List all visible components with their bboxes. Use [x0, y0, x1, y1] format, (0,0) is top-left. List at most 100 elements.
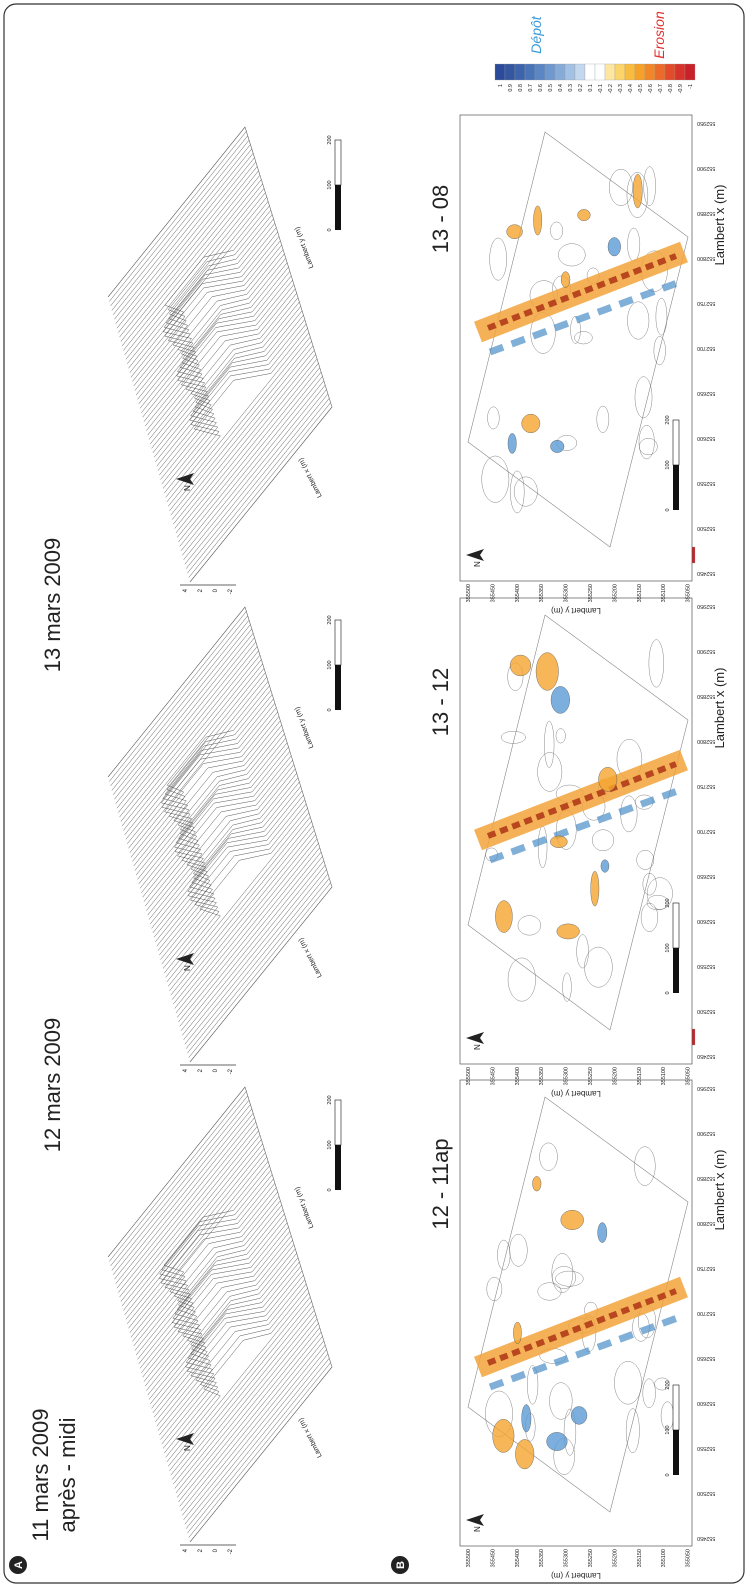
surface-title: 12 mars 2009: [40, 1018, 65, 1153]
surface-line: [175, 358, 318, 534]
y-tick-label: 355200: [612, 584, 618, 602]
colorbar-tick-label: -1: [688, 84, 694, 89]
surface-line: [139, 236, 280, 409]
surface-line: [127, 1152, 266, 1324]
x-tick-label: 552900: [697, 648, 715, 654]
surface-line: [171, 825, 314, 1000]
surface-line: [133, 1174, 273, 1347]
contour: [486, 1276, 503, 1302]
x-tick-label: 552750: [697, 1265, 715, 1271]
surface-line: [147, 1222, 288, 1396]
surface-line: [141, 1200, 281, 1373]
colorbar-tick-label: 1: [498, 84, 504, 87]
surface-line: [179, 1331, 322, 1507]
x-tick-label: 552750: [697, 783, 715, 789]
scale-bar-label: 100: [327, 660, 333, 669]
surface-line: [180, 1336, 323, 1511]
y-axis-label: Lambert y (m): [551, 1571, 601, 1580]
x-tick-label: 552900: [697, 165, 715, 171]
surface-line: [146, 738, 286, 911]
surface-line: [182, 1340, 325, 1516]
scale-bar-label: 200: [665, 1380, 671, 1389]
colorbar-tick-label: 0.2: [578, 84, 584, 92]
north-label: N: [473, 1526, 482, 1532]
contour: [537, 1282, 562, 1301]
surface-line: [165, 323, 307, 498]
surface-line: [182, 380, 325, 556]
north-arrow: [466, 549, 484, 561]
colorbar-cell: [654, 63, 666, 81]
colorbar-tick-label: -0.9: [678, 84, 684, 93]
erosion-patch: [598, 767, 618, 792]
y-tick-label: 355350: [539, 584, 545, 602]
surface-line: [164, 319, 305, 494]
deposit-patch: [600, 859, 610, 873]
x-tick-label: 552900: [697, 1130, 715, 1136]
surface-line: [182, 860, 325, 1036]
x-tick-label: 552700: [697, 345, 715, 351]
surface-line: [188, 402, 331, 578]
surface-line: [120, 1130, 259, 1302]
surface-line: [129, 201, 269, 373]
surface-line: [170, 341, 312, 516]
surface-line: [147, 262, 288, 436]
erosion-core: [486, 761, 678, 839]
surface-line: [177, 363, 319, 538]
colorbar-tick-label: 0.7: [528, 84, 534, 92]
colorbar-cell: [684, 63, 696, 81]
y-tick-label: 355300: [564, 1549, 570, 1567]
z-tick-label: -2: [228, 588, 234, 594]
surface-line: [168, 332, 310, 507]
contour: [596, 405, 610, 433]
z-tick-label: 0: [213, 1068, 219, 1072]
surface-line: [180, 376, 323, 551]
surface-line: [157, 1257, 299, 1431]
surface-line: [141, 240, 281, 413]
colorbar-cell: [554, 63, 566, 81]
contour: [562, 972, 572, 1002]
surface-line: [138, 1191, 278, 1365]
scale-bar-label: 100: [665, 943, 671, 952]
deposit-label: Dépôt: [528, 15, 544, 53]
surface-line: [109, 131, 247, 302]
z-tick-label: -2: [228, 1068, 234, 1074]
contour: [489, 237, 507, 281]
panel-label: B: [395, 1561, 407, 1569]
x-tick-label: 552800: [697, 738, 715, 744]
surface-line: [162, 314, 304, 489]
surface-line: [185, 873, 329, 1049]
scale-bar-label: 100: [665, 460, 671, 469]
surface-line: [137, 227, 277, 400]
surface-line: [159, 301, 300, 476]
north-label: N: [183, 965, 192, 971]
surface-line: [150, 271, 291, 445]
y-tick-label: 355050: [686, 1549, 692, 1567]
surface-line: [157, 777, 299, 951]
contour: [648, 639, 664, 688]
contour: [646, 895, 669, 911]
x-tick-label: 552800: [697, 1220, 715, 1226]
scale-bar-black: [673, 465, 679, 510]
contour: [549, 1382, 573, 1420]
erosion-patch: [513, 1321, 522, 1344]
scale-bar-label: 200: [665, 415, 671, 424]
x-tick-label: 552950: [697, 603, 715, 609]
surface-line: [116, 637, 255, 809]
contour: [513, 476, 538, 507]
surface-line: [124, 663, 263, 836]
surface-title: 13 mars 2009: [40, 538, 65, 673]
colorbar-cell: [574, 63, 586, 81]
colorbar-tick-label: -0.2: [608, 84, 614, 93]
surface-line: [177, 843, 319, 1018]
erosion-patch: [533, 205, 543, 236]
y-tick-label: 355400: [515, 1067, 521, 1085]
surface-line: [170, 1301, 312, 1476]
surface-line: [178, 1327, 320, 1503]
surface-line: [127, 672, 266, 844]
scale-bar-label: 100: [327, 180, 333, 189]
erosion-patch: [560, 1210, 584, 1230]
y-tick-label: 355450: [490, 1549, 496, 1567]
contour: [626, 172, 649, 218]
map-title: 13 - 12: [428, 668, 453, 737]
colorbar-cell: [664, 63, 676, 81]
